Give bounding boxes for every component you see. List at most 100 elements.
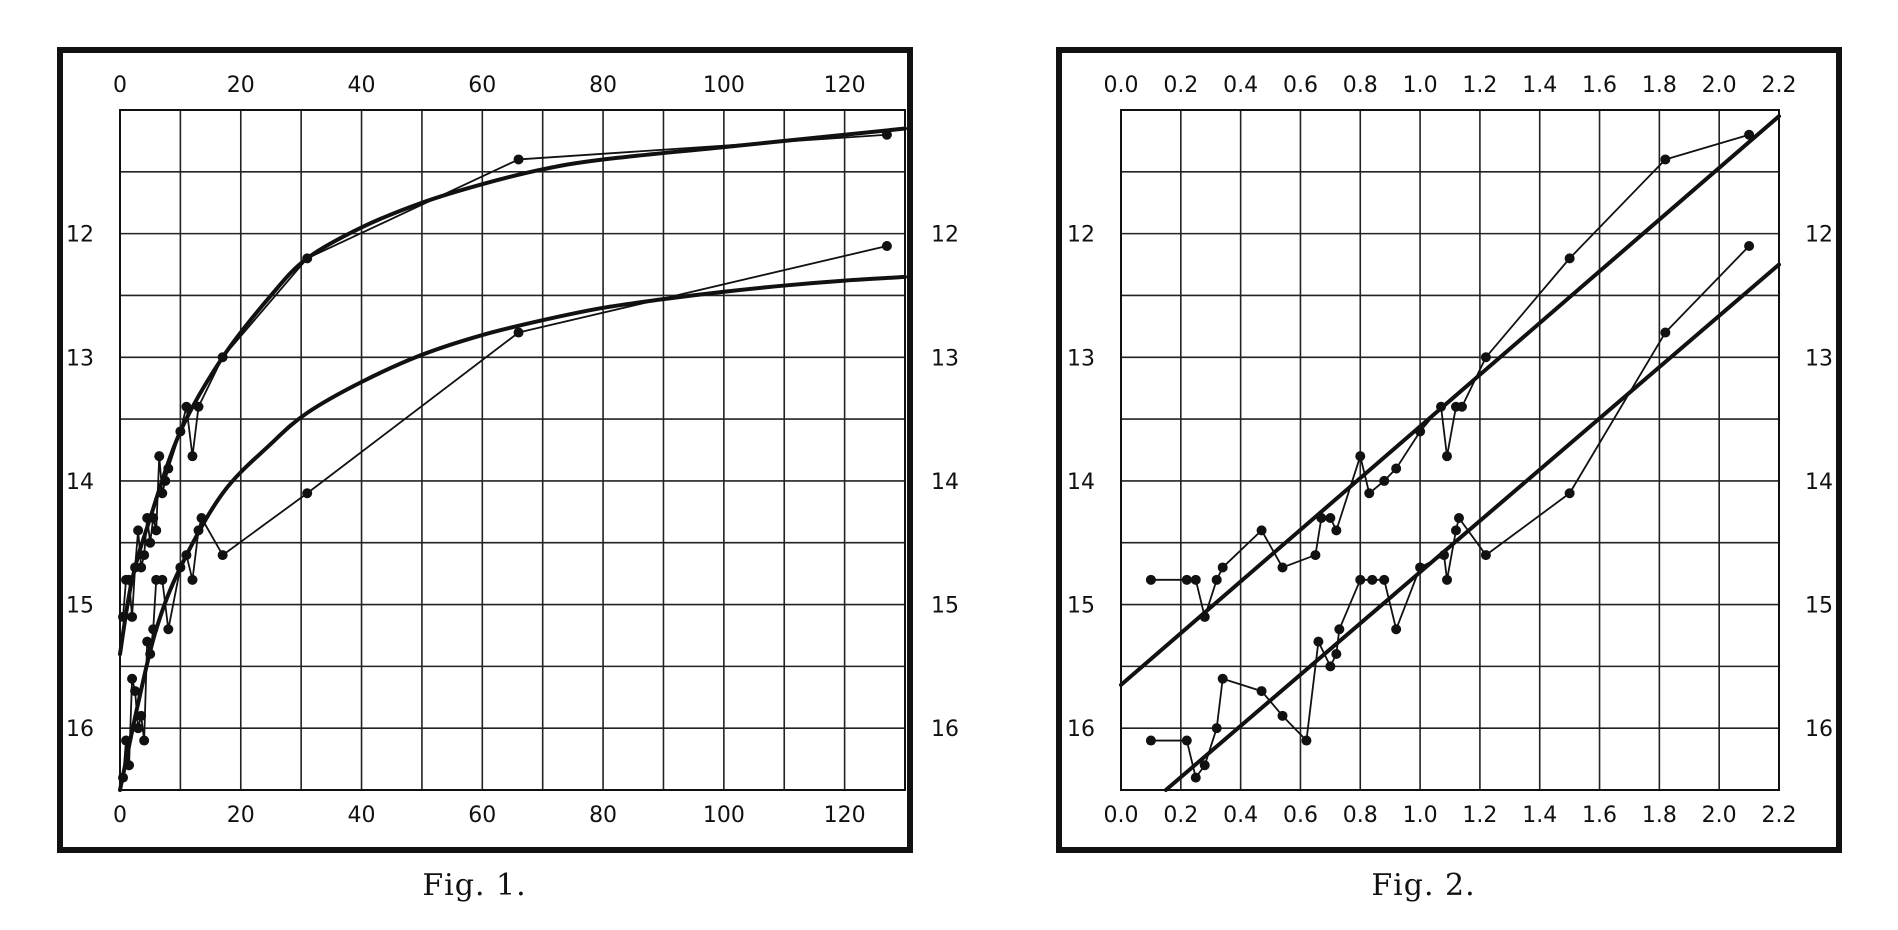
x-tick-label-top: 0.0 (1104, 73, 1139, 98)
x-tick-label-bottom: 0.8 (1343, 803, 1378, 828)
x-tick-label-top: 1.0 (1403, 73, 1438, 98)
data-point (1181, 735, 1192, 746)
data-point (881, 241, 892, 251)
data-point (1211, 723, 1222, 734)
data-point (163, 624, 174, 635)
data-point (1391, 463, 1402, 474)
x-tick-label-bottom: 20 (227, 803, 255, 828)
data-point (136, 562, 147, 573)
y-tick-label-right: 16 (1805, 717, 1833, 742)
data-point (1331, 649, 1342, 659)
data-point (1277, 710, 1288, 721)
fitted-curve-series (118, 126, 907, 656)
data-point (1334, 624, 1345, 635)
fitted-curve-series (1163, 262, 1781, 792)
plot-border (1120, 109, 1780, 791)
x-tick-label-bottom: 1.6 (1582, 803, 1617, 828)
data-point (1456, 401, 1467, 412)
data-point (513, 154, 524, 165)
x-tick-label-bottom: 1.4 (1522, 803, 1557, 828)
x-tick-label-top: 120 (824, 73, 866, 98)
data-point (1364, 488, 1375, 499)
data-point (1442, 451, 1453, 462)
data-point (1379, 475, 1390, 486)
x-tick-label-bottom: 1.0 (1403, 803, 1438, 828)
x-tick-label-top: 1.2 (1462, 73, 1497, 98)
x-tick-label-bottom: 40 (348, 803, 376, 828)
data-point (1145, 735, 1156, 746)
figure-1-panel: 0 0 20 20 40 40 60 60 80 80 100 100 120 120 12 12 13 13 14… (57, 47, 959, 903)
data-point (1744, 241, 1755, 251)
x-tick-label-top: 80 (589, 73, 617, 98)
y-tick-label-right: 14 (931, 470, 959, 495)
data-point (1660, 327, 1671, 338)
data-point (1199, 760, 1210, 771)
y-tick-label-right: 13 (1805, 346, 1833, 371)
x-tick-label-bottom: 80 (589, 803, 617, 828)
chart-frame (57, 47, 913, 853)
y-tick-label-right: 13 (931, 346, 959, 371)
x-tick-label-bottom: 0.4 (1223, 803, 1258, 828)
fitted-curve (1119, 114, 1781, 687)
fitted-curve-series (1119, 114, 1781, 687)
x-tick-label-top: 20 (227, 73, 255, 98)
y-tick-label-left: 13 (66, 346, 94, 371)
data-point (1355, 574, 1366, 585)
x-tick-label-top: 2.2 (1762, 73, 1797, 98)
data-point (130, 686, 141, 697)
x-tick-label-top: 1.8 (1642, 73, 1677, 98)
data-point (1480, 550, 1491, 561)
x-tick-label-top: 100 (703, 73, 745, 98)
y-tick-label-left: 13 (1067, 346, 1095, 371)
y-tick-label-left: 14 (1067, 470, 1095, 495)
grid (119, 109, 906, 791)
x-tick-label-bottom: 0.0 (1104, 803, 1139, 828)
data-point (1744, 129, 1755, 140)
data-point (1301, 735, 1312, 746)
figure-2-caption: Fig. 2. (1371, 868, 1476, 903)
x-tick-label-bottom: 1.2 (1462, 803, 1497, 828)
data-point (1450, 525, 1461, 536)
x-tick-label-top: 0.8 (1343, 73, 1378, 98)
data-point (127, 611, 138, 622)
y-tick-label-right: 15 (931, 594, 959, 619)
grid (1120, 109, 1780, 791)
x-tick-label-bottom: 1.8 (1642, 803, 1677, 828)
fitted-curve (1163, 262, 1781, 792)
y-tick-label-left: 14 (66, 470, 94, 495)
y-tick-label-right: 16 (931, 717, 959, 742)
data-point (145, 537, 156, 548)
data-point (1310, 550, 1321, 561)
data-point (1256, 686, 1267, 697)
data-point (181, 401, 192, 412)
figure-1-caption: Fig. 1. (422, 868, 527, 903)
data-point (1181, 574, 1192, 585)
x-tick-label-top: 1.4 (1522, 73, 1557, 98)
plot-border (119, 109, 906, 791)
fitted-curve (118, 274, 907, 792)
data-point (1325, 513, 1336, 523)
x-tick-label-top: 1.6 (1582, 73, 1617, 98)
data-point (1379, 574, 1390, 585)
data-point (1190, 772, 1201, 783)
figure-2-panel: 0.0 0.0 0.2 0.2 0.4 0.4 0.6 0.6 0.8 0.8 1.0 1.0 1.2 1… (949, 0, 1898, 930)
data-point (1355, 451, 1366, 462)
x-tick-label-bottom: 0 (113, 803, 127, 828)
data-point (513, 327, 524, 338)
y-tick-label-left: 15 (66, 594, 94, 619)
chart-frame (1056, 47, 1842, 853)
data-point (1325, 661, 1336, 672)
x-tick-label-bottom: 2.0 (1702, 803, 1737, 828)
x-tick-label-top: 40 (348, 73, 376, 98)
x-tick-label-top: 0 (113, 73, 127, 98)
data-point (151, 525, 162, 536)
observed-series (118, 241, 892, 783)
x-tick-label-bottom: 100 (703, 803, 745, 828)
data-point (133, 525, 144, 536)
figure-2-chart: 0.0 0.0 0.2 0.2 0.4 0.4 0.6 0.6 0.8 0.8 1.0 1.0 1.2 1… (1056, 47, 1842, 853)
data-point (1313, 636, 1324, 647)
data-point (217, 550, 228, 561)
y-tick-label-right: 15 (1805, 594, 1833, 619)
observed-series (1145, 241, 1755, 783)
y-tick-label-right: 12 (931, 223, 959, 248)
